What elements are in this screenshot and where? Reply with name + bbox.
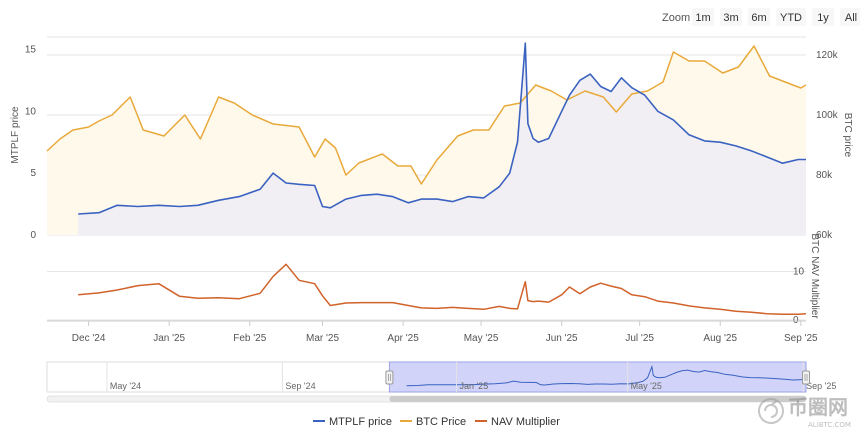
- zoom-button-bg: [720, 8, 742, 26]
- legend-item[interactable]: BTC Price: [400, 416, 466, 428]
- x-tick-label: Mar '25: [306, 333, 339, 344]
- bottom-pane-grid: [47, 271, 806, 321]
- x-tick-label: Jul '25: [625, 333, 654, 344]
- btc-tick-label: 60k: [816, 230, 833, 241]
- navigator-tick-label: May '25: [631, 381, 662, 391]
- zoom-buttons: 1m 3m 6m YTD 1y All: [692, 8, 860, 26]
- zoom-button-label: All: [845, 12, 857, 24]
- navigator-right-handle[interactable]: [802, 370, 810, 385]
- x-tick-label: Feb '25: [233, 333, 266, 344]
- x-tick-label: Dec '24: [72, 333, 106, 344]
- btc-tick-label: 100k: [816, 110, 839, 121]
- scrollbar-thumb[interactable]: [389, 396, 806, 402]
- nav-axis-title: BTC NAV Multiplier: [809, 233, 820, 319]
- mtplf-axis-ticks: 0 5 10 15: [25, 44, 37, 241]
- zoom-button-label: YTD: [780, 12, 802, 24]
- watermark: 币圈网 ALIBTC.COM: [758, 395, 851, 429]
- x-tick-label: May '25: [464, 333, 499, 344]
- zoom-button-3m[interactable]: 3m: [720, 8, 742, 26]
- btc-price-line: [46, 45, 807, 185]
- x-tick-label: Apr '25: [387, 333, 419, 344]
- navigator-tick-label: Sep '24: [285, 381, 315, 391]
- zoom-button-bg: [812, 8, 834, 26]
- legend-item[interactable]: NAV Multiplier: [475, 416, 560, 428]
- x-tick-label: Jun '25: [546, 333, 578, 344]
- legend-item[interactable]: MTPLF price: [313, 416, 392, 428]
- btc-axis-ticks: 60k 80k 100k 120k: [816, 50, 839, 241]
- bottom-pane-lines: [78, 263, 807, 315]
- zoom-button-1m[interactable]: 1m: [692, 8, 714, 26]
- legend-label: MTPLF price: [329, 416, 392, 428]
- x-tick-label: Aug '25: [703, 333, 737, 344]
- zoom-button-bg: [776, 8, 806, 26]
- zoom-button-all[interactable]: All: [840, 8, 860, 26]
- navigator-series-line: [406, 364, 806, 387]
- zoom-button-6m[interactable]: 6m: [748, 8, 770, 26]
- mtplf-tick-label: 15: [25, 44, 37, 55]
- mtplf-axis-title: MTPLF price: [10, 106, 21, 164]
- btc-tick-label: 120k: [816, 50, 839, 61]
- navigator-tick-label: May '24: [110, 381, 141, 391]
- navigator[interactable]: May '24 Sep '24 Jan '25 May '25 Sep '25: [46, 361, 836, 403]
- watermark-site: ALIBTC.COM: [808, 421, 851, 429]
- zoom-button-bg: [748, 8, 770, 26]
- zoom-button-ytd[interactable]: YTD: [776, 8, 806, 26]
- mtplf-tick-label: 10: [25, 106, 37, 117]
- zoom-bar: Zoom 1m 3m 6m YTD 1y All: [662, 8, 860, 26]
- btc-tick-label: 80k: [816, 170, 833, 181]
- zoom-button-bg: [840, 8, 860, 26]
- watermark-logo-mark: [764, 400, 778, 418]
- watermark-brand: 币圈网: [788, 395, 848, 419]
- navigator-tick-label: Jan '25: [459, 381, 488, 391]
- zoom-button-1y[interactable]: 1y: [812, 8, 834, 26]
- navigator-tick-label: Sep '25: [806, 381, 836, 391]
- mtplf-price-area: [78, 43, 806, 236]
- x-tick-label: Jan '25: [153, 333, 185, 344]
- zoom-label: Zoom: [662, 12, 690, 24]
- mtplf-tick-label: 0: [30, 230, 36, 241]
- handle-grip: [802, 370, 810, 385]
- zoom-button-label: 1m: [695, 12, 710, 24]
- btc-axis-title: BTC price: [842, 113, 853, 158]
- zoom-button-label: 1y: [817, 12, 829, 24]
- zoom-button-label: 3m: [723, 12, 738, 24]
- zoom-button-label: 6m: [751, 12, 766, 24]
- mtplf-price-line: [78, 42, 806, 215]
- legend-label: NAV Multiplier: [491, 416, 560, 428]
- top-pane-areas: [47, 43, 806, 236]
- handle-grip: [385, 370, 394, 385]
- legend: MTPLF price BTC Price NAV Multiplier: [313, 416, 560, 428]
- mtplf-tick-label: 5: [30, 168, 36, 179]
- watermark-logo-icon: [758, 398, 784, 424]
- legend-label: BTC Price: [416, 416, 466, 428]
- nav-axis-ticks: 010: [793, 267, 805, 326]
- nav-tick-label: 10: [793, 267, 805, 278]
- nav-multiplier-line: [78, 263, 807, 315]
- top-pane-lines: [46, 42, 807, 215]
- navigator-left-handle[interactable]: [385, 370, 394, 385]
- x-tick-label: Sep '25: [784, 333, 818, 344]
- zoom-button-bg: [692, 8, 714, 26]
- x-axis-ticks: Dec '24 Jan '25 Feb '25 Mar '25 Apr '25 May '…: [72, 321, 818, 344]
